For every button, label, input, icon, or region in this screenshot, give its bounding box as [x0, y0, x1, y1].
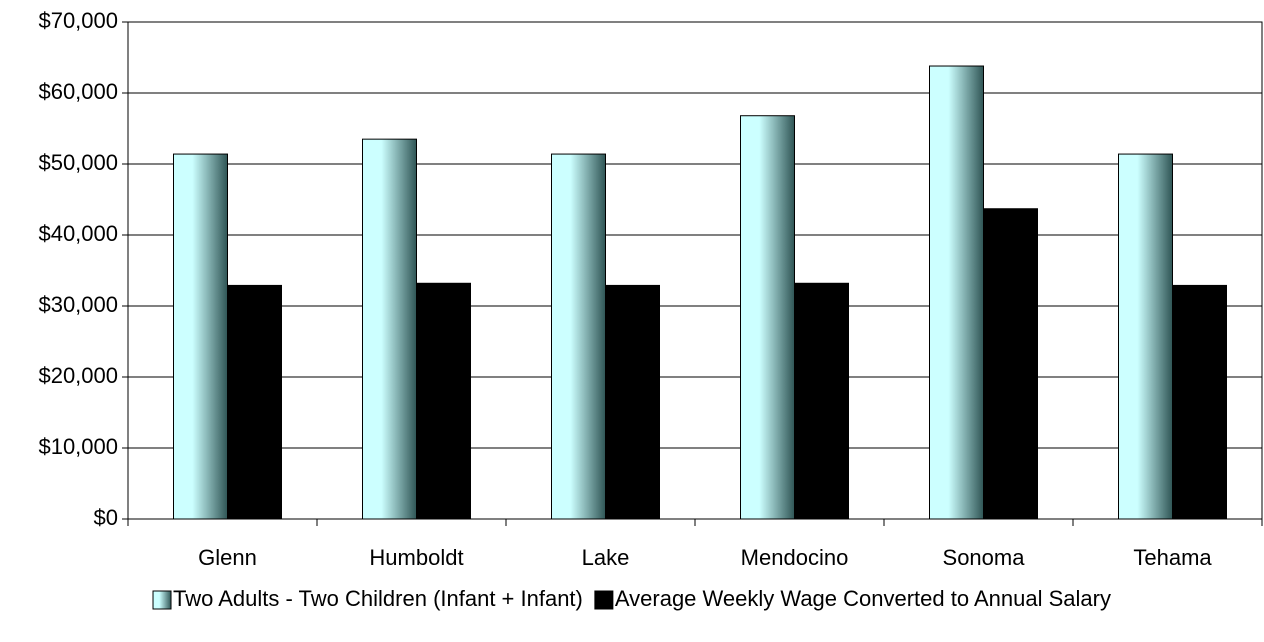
bar	[1172, 284, 1227, 520]
legend-label: Average Weekly Wage Converted to Annual …	[615, 586, 1111, 611]
x-tick-label: Lake	[582, 545, 630, 570]
y-tick-label: $10,000	[38, 434, 118, 459]
x-tick-label: Glenn	[198, 545, 257, 570]
bar	[794, 282, 849, 520]
plot-area	[127, 21, 1263, 520]
legend-swatch	[152, 590, 172, 610]
y-tick-label: $20,000	[38, 363, 118, 388]
bar	[740, 115, 795, 520]
x-tick-label: Mendocino	[741, 545, 849, 570]
y-tick-label: $30,000	[38, 292, 118, 317]
legend-label: Two Adults - Two Children (Infant + Infa…	[173, 586, 583, 611]
bar	[173, 153, 228, 520]
bar	[362, 138, 417, 520]
bar	[227, 284, 282, 520]
y-tick-label: $40,000	[38, 221, 118, 246]
bar	[416, 282, 471, 520]
legend-swatch	[594, 590, 614, 610]
bar	[551, 153, 606, 520]
bar	[605, 284, 660, 520]
x-tick-label: Tehama	[1133, 545, 1212, 570]
bar	[929, 65, 984, 520]
y-tick-label: $60,000	[38, 79, 118, 104]
bar	[983, 208, 1038, 520]
y-tick-label: $50,000	[38, 150, 118, 175]
bar	[1118, 153, 1173, 520]
y-tick-label: $0	[94, 505, 118, 530]
x-tick-label: Sonoma	[943, 545, 1026, 570]
x-tick-label: Humboldt	[369, 545, 463, 570]
y-tick-label: $70,000	[38, 8, 118, 33]
